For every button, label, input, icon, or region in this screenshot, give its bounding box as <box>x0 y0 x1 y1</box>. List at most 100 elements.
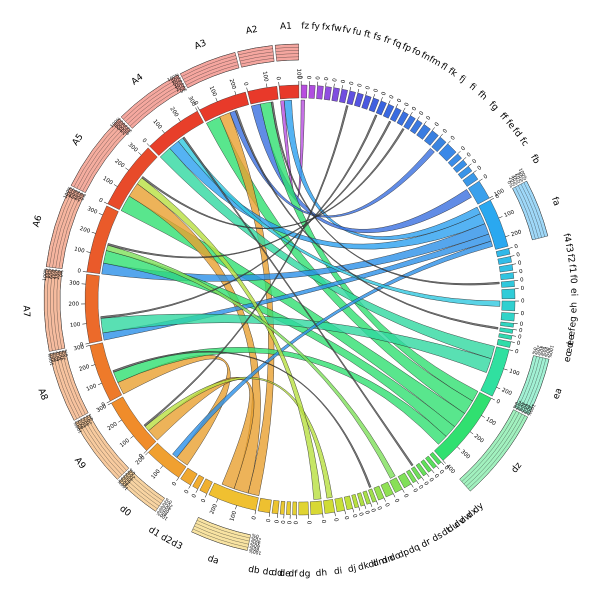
tick-mark <box>268 512 270 517</box>
tick-label: 0 <box>171 481 178 488</box>
tick-mark <box>176 477 179 481</box>
segment <box>420 459 432 473</box>
segment <box>199 478 213 495</box>
percent-grid-line <box>55 192 79 268</box>
segment-label: dp <box>397 547 412 561</box>
segment <box>84 274 103 344</box>
segment-label: dz <box>510 461 524 476</box>
tick-label: 100 <box>485 417 498 428</box>
tick-label: 0 <box>418 110 425 117</box>
percent-label: 40% <box>118 122 130 134</box>
percent-grid-line <box>528 359 550 415</box>
tick-label: 0 <box>383 502 390 508</box>
segment <box>423 130 439 146</box>
tick-mark <box>104 201 108 205</box>
percent-label: 80% <box>50 351 58 363</box>
tick-mark <box>511 335 517 337</box>
segment <box>368 488 377 503</box>
segment-label: A1 <box>280 22 292 33</box>
tick-label: 0 <box>519 269 524 275</box>
tick-mark <box>113 184 118 187</box>
percent-label: 20% <box>125 468 137 480</box>
chord <box>107 120 392 259</box>
percent-grid-line <box>196 520 251 539</box>
percent-label: 20% <box>162 498 174 509</box>
tick-mark <box>478 178 483 182</box>
percent-grid-line <box>50 270 56 351</box>
percent-grid-line <box>183 58 237 80</box>
segment <box>397 472 412 489</box>
segment-label: dj <box>347 564 357 575</box>
percent-label: 100% <box>517 167 529 182</box>
tick-mark <box>91 231 96 234</box>
percent-label: 60% <box>249 541 261 549</box>
tick-mark <box>97 382 102 386</box>
tick-label: 0 <box>349 81 356 86</box>
segment-label: A8 <box>36 387 50 402</box>
percent-grid-line <box>275 50 299 52</box>
tick-mark <box>416 480 419 485</box>
tick-mark <box>365 91 368 96</box>
tick-label: 0 <box>460 145 467 152</box>
percent-grid-line <box>523 182 545 237</box>
tick-label: 0 <box>516 252 521 259</box>
segment-label: A2 <box>245 25 258 37</box>
tick-mark <box>370 502 373 507</box>
segment-label: f2 <box>565 253 576 263</box>
percent-label: 0% <box>63 348 70 357</box>
tick-label: 0 <box>517 334 522 341</box>
tick-label: 400 <box>444 463 456 475</box>
percent-label: 60% <box>172 78 184 88</box>
percent-label: 60% <box>121 473 133 485</box>
tick-mark <box>235 505 237 510</box>
percent-label: 100% <box>546 345 555 360</box>
percent-label: 100% <box>42 267 50 281</box>
tick-mark <box>188 484 191 489</box>
tick-mark <box>432 127 435 131</box>
segment <box>323 86 332 101</box>
segment <box>389 477 403 493</box>
segment <box>323 499 335 514</box>
tick-mark <box>334 512 336 517</box>
segment <box>389 107 402 123</box>
segment <box>452 159 468 173</box>
tick-label: 0 <box>404 101 411 107</box>
percent-grid-line <box>275 47 299 49</box>
tick-mark <box>457 150 461 154</box>
percent-grid-line <box>129 86 184 127</box>
tick-label: 100 <box>151 119 163 131</box>
percent-grid-line <box>518 185 539 239</box>
segment-label: di <box>333 566 343 577</box>
tick-label: 0 <box>433 473 440 480</box>
tick-mark <box>85 345 90 347</box>
tick-mark <box>106 400 111 404</box>
tick-mark <box>246 87 248 92</box>
segment-label: A6 <box>32 214 45 229</box>
percent-label: 20% <box>120 125 132 137</box>
percent-label: 40% <box>536 345 544 357</box>
segment <box>192 474 205 490</box>
percent-label: 0% <box>506 180 515 190</box>
segment <box>300 84 308 99</box>
segment <box>373 485 385 501</box>
tick-label: 0 <box>495 399 501 406</box>
segment <box>462 172 479 187</box>
segment-label: fy <box>311 22 321 32</box>
segment <box>499 327 514 334</box>
tick-mark <box>447 140 451 144</box>
tick-label: 0 <box>375 506 382 512</box>
tick-label: 0 <box>520 311 524 317</box>
tick-label: 0 <box>450 135 457 142</box>
segment-label: fv <box>342 25 353 36</box>
percent-grid-line <box>62 351 86 415</box>
segment <box>431 136 447 153</box>
tick-label: 200 <box>79 226 91 235</box>
segment <box>447 153 462 168</box>
segment-label: fu <box>352 27 363 39</box>
segment <box>409 119 423 135</box>
percent-grid-line <box>180 52 236 74</box>
percent-grid-line <box>49 354 75 421</box>
tick-label: 200 <box>209 503 219 515</box>
percent-grid-line <box>59 271 66 349</box>
tick-mark <box>496 387 501 390</box>
